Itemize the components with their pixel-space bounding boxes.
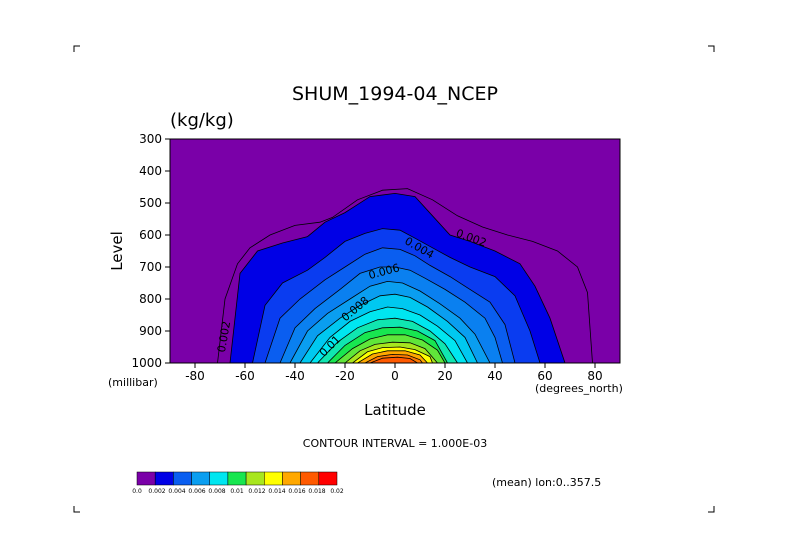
colorbar: 0.0 0.002 0.004 0.006 0.008 0.01 0.012 0.014 0.0…: [132, 471, 344, 495]
x-tick-label: -40: [285, 369, 305, 383]
contour-line-0.014: [357, 350, 428, 363]
colorbar-label: 0.018: [308, 488, 325, 495]
x-tick-label: -80: [185, 369, 205, 383]
x-tick-label: 80: [587, 369, 602, 383]
y-tick-label: 400: [139, 164, 162, 178]
colorbar-swatch: [154, 471, 174, 486]
x-axis: -80 -60 -40 -20 0 20 40 60 80: [185, 363, 603, 383]
y-tick-label: 600: [139, 228, 162, 242]
x-tick-label: 60: [537, 369, 552, 383]
colorbar-swatch: [191, 471, 210, 486]
contour-line-0.013: [352, 346, 433, 363]
x-tick-label: 0: [391, 369, 399, 383]
contour-line-0.005: [279, 266, 503, 363]
y-tick-label: 700: [139, 260, 162, 274]
colorbar-swatch: [264, 471, 283, 486]
contour-label: 0.002: [215, 320, 233, 353]
colorbar-label: 0.012: [248, 488, 265, 495]
colorbar-label: 0.0: [132, 488, 142, 495]
colorbar-swatch: [227, 471, 247, 486]
y-axis: 300 400 500 600 700 800 900 1000: [131, 132, 170, 370]
x-tick-label: -20: [335, 369, 355, 383]
colorbar-swatch: [209, 471, 229, 486]
contour-line-0.016: [369, 356, 418, 363]
colorbar-swatch: [245, 471, 265, 486]
contour-line-0.015: [364, 353, 423, 363]
contour-line-0.007: [299, 293, 478, 363]
contour-line-0.01: [327, 326, 448, 363]
contour-line-0.008: [309, 306, 468, 363]
chart-units: (kg/kg): [170, 110, 234, 131]
y-tick-label: 800: [139, 292, 162, 306]
colorbar-swatch: [282, 471, 301, 486]
colorbar-label: 0.008: [208, 488, 225, 495]
footnote-text: (mean) lon:0..357.5: [492, 476, 601, 489]
contour-line-0.011: [334, 334, 446, 363]
y-axis-units: (millibar): [108, 376, 158, 389]
colorbar-label: 0.002: [148, 488, 165, 495]
contour-line-0.012: [344, 341, 438, 363]
colorbar-swatch: [136, 471, 156, 486]
contour-line-0.001: [217, 188, 593, 363]
colorbar-label: 0.016: [288, 488, 305, 495]
x-tick-label: -60: [235, 369, 255, 383]
x-tick-label: 40: [487, 369, 502, 383]
contour-line-0.006: [289, 280, 491, 363]
colorbar-swatch: [300, 471, 320, 486]
colorbar-swatch: [173, 471, 192, 486]
y-tick-label: 1000: [131, 356, 162, 370]
contour-line-0.004: [264, 247, 516, 363]
colorbar-label: 0.02: [330, 488, 344, 495]
crop-marks: [73, 45, 715, 513]
x-tick-label: 20: [437, 369, 452, 383]
contour-line-0.009: [317, 317, 458, 363]
y-axis-label: Level: [108, 231, 126, 271]
contour-line-0.003: [252, 228, 541, 363]
y-tick-label: 500: [139, 196, 162, 210]
colorbar-label: 0.006: [188, 488, 205, 495]
colorbar-swatch: [318, 471, 338, 486]
x-axis-units: (degrees_north): [535, 382, 623, 395]
y-tick-label: 900: [139, 324, 162, 338]
colorbar-label: 0.01: [230, 488, 244, 495]
contour-line-0.002: [229, 192, 566, 363]
colorbar-label: 0.014: [268, 488, 285, 495]
y-tick-label: 300: [139, 132, 162, 146]
x-axis-label: Latitude: [364, 401, 426, 419]
colorbar-label: 0.004: [168, 488, 185, 495]
chart-title: SHUM_1994-04_NCEP: [292, 83, 498, 105]
contour-interval-text: CONTOUR INTERVAL = 1.000E-03: [303, 437, 487, 450]
